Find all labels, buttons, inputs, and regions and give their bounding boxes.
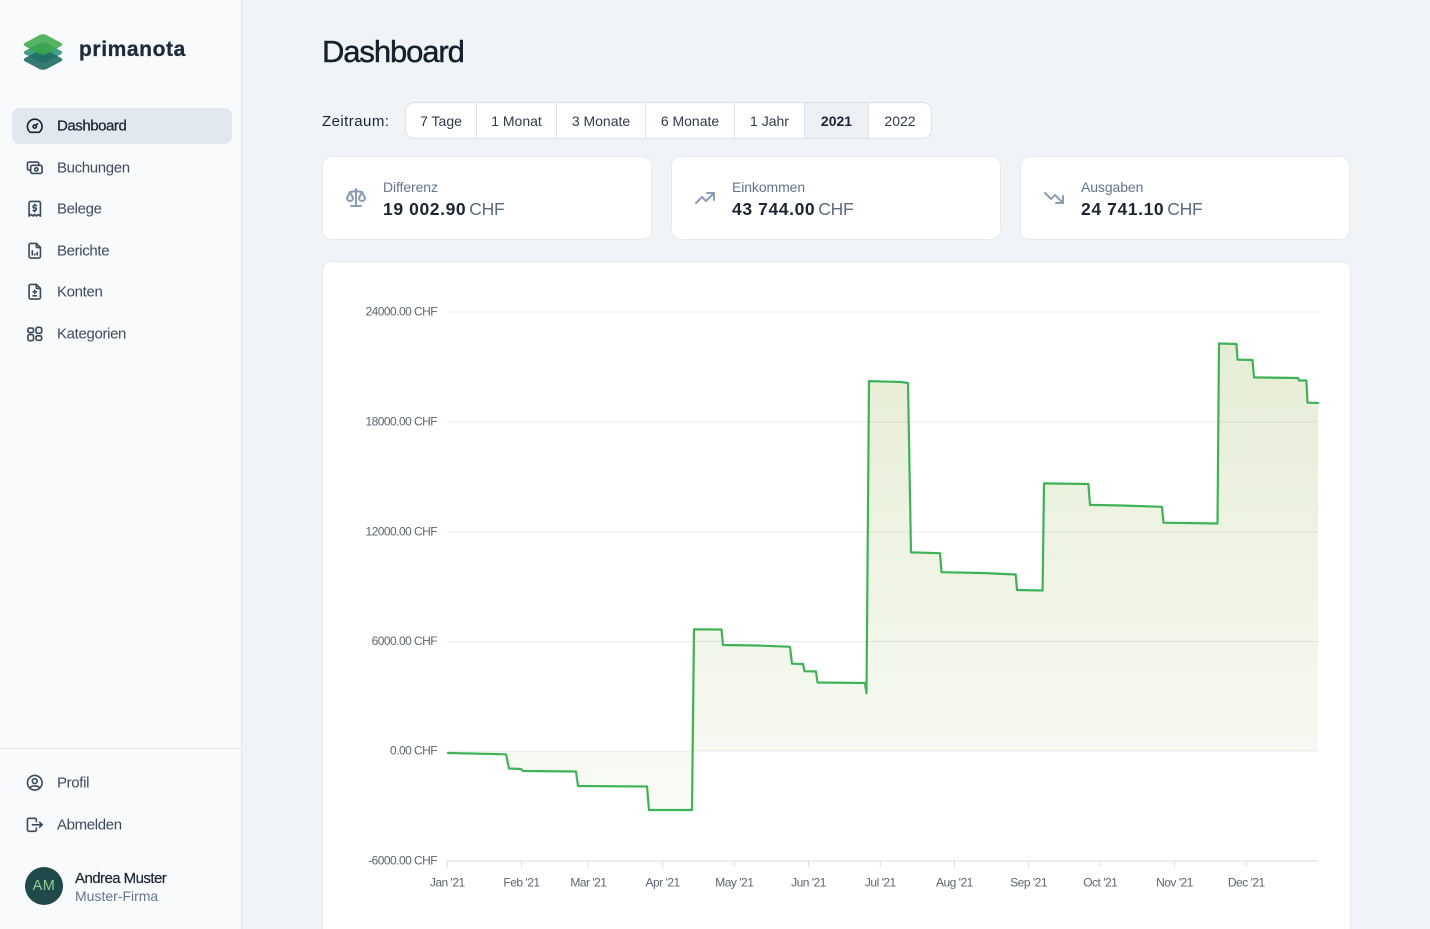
svg-text:Oct '21: Oct '21 [1083,876,1118,890]
svg-text:Apr '21: Apr '21 [646,876,681,890]
svg-text:18000.00 CHF: 18000.00 CHF [366,414,438,428]
svg-text:Jun '21: Jun '21 [791,876,827,890]
svg-text:6000.00 CHF: 6000.00 CHF [372,634,438,648]
svg-text:May '21: May '21 [715,876,754,890]
svg-text:12000.00 CHF: 12000.00 CHF [366,524,438,538]
svg-text:Jan '21: Jan '21 [430,876,466,890]
svg-text:Aug '21: Aug '21 [936,876,974,890]
svg-text:Mar '21: Mar '21 [570,876,607,890]
svg-text:Jul '21: Jul '21 [865,876,897,890]
svg-text:-6000.00 CHF: -6000.00 CHF [368,853,437,867]
svg-text:24000.00 CHF: 24000.00 CHF [366,304,438,318]
svg-text:Feb '21: Feb '21 [503,876,540,890]
svg-text:Sep '21: Sep '21 [1010,876,1048,890]
svg-text:0.00 CHF: 0.00 CHF [390,743,437,757]
svg-text:Dec '21: Dec '21 [1228,876,1266,890]
svg-text:Nov '21: Nov '21 [1156,876,1194,890]
